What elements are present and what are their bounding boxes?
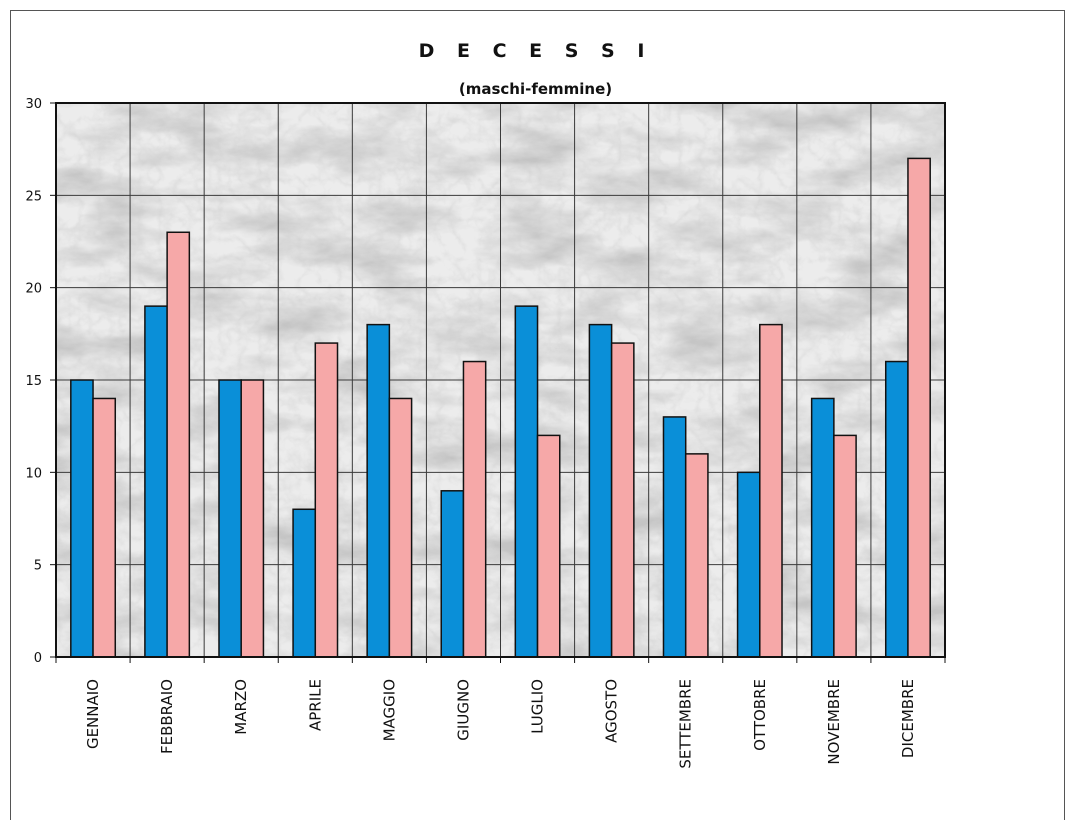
bar (884, 360, 909, 658)
x-tick-label: NOVEMBRE (825, 679, 843, 765)
bar (218, 379, 242, 658)
bar (166, 231, 191, 658)
bar (92, 397, 117, 658)
x-tick-label: SETTEMBRE (677, 679, 695, 769)
x-tick-label: OTTOBRE (751, 679, 769, 751)
x-axis-ticks: GENNAIO FEBBRAIO MARZO APRILE MAGGIO GIUGNO LU… (55, 657, 946, 769)
bar (736, 471, 761, 658)
y-tick-label: 20 (25, 282, 42, 297)
x-tick-label: GENNAIO (84, 679, 102, 749)
bar (588, 323, 613, 658)
y-tick-label: 30 (25, 97, 42, 112)
bar (462, 360, 487, 658)
x-tick-label: DICEMBRE (899, 679, 917, 758)
x-tick-label: LUGLIO (529, 679, 547, 734)
bar (144, 305, 168, 658)
x-tick-label: APRILE (306, 679, 324, 731)
bar (388, 397, 413, 658)
bars (70, 157, 931, 658)
y-tick-label: 25 (25, 189, 42, 204)
chart-title: D E C E S S I (418, 40, 653, 62)
x-tick-label: MAGGIO (380, 679, 398, 741)
chart-subtitle: (maschi-femmine) (458, 80, 613, 98)
x-tick-label: GIUGNO (454, 679, 472, 741)
bar (366, 323, 391, 658)
bar (907, 157, 931, 658)
y-tick-label: 0 (34, 651, 42, 666)
bar (536, 434, 561, 658)
x-tick-label: AGOSTO (603, 679, 621, 743)
bar (514, 305, 539, 658)
y-tick-label: 10 (25, 466, 42, 481)
bar (833, 434, 857, 658)
y-tick-label: 15 (25, 374, 42, 389)
y-tick-label: 5 (34, 559, 42, 574)
bar (240, 379, 265, 658)
bar (292, 508, 317, 658)
bar (440, 490, 465, 658)
bar (759, 323, 783, 658)
bar (662, 416, 687, 658)
bar (314, 342, 339, 658)
bar (70, 379, 94, 658)
y-axis-ticks: 0 5 10 15 20 25 30 (25, 97, 56, 666)
x-tick-label: MARZO (232, 679, 250, 735)
bar (610, 342, 635, 658)
bar (810, 397, 835, 658)
x-tick-label: FEBBRAIO (158, 679, 176, 754)
bar (684, 453, 709, 658)
